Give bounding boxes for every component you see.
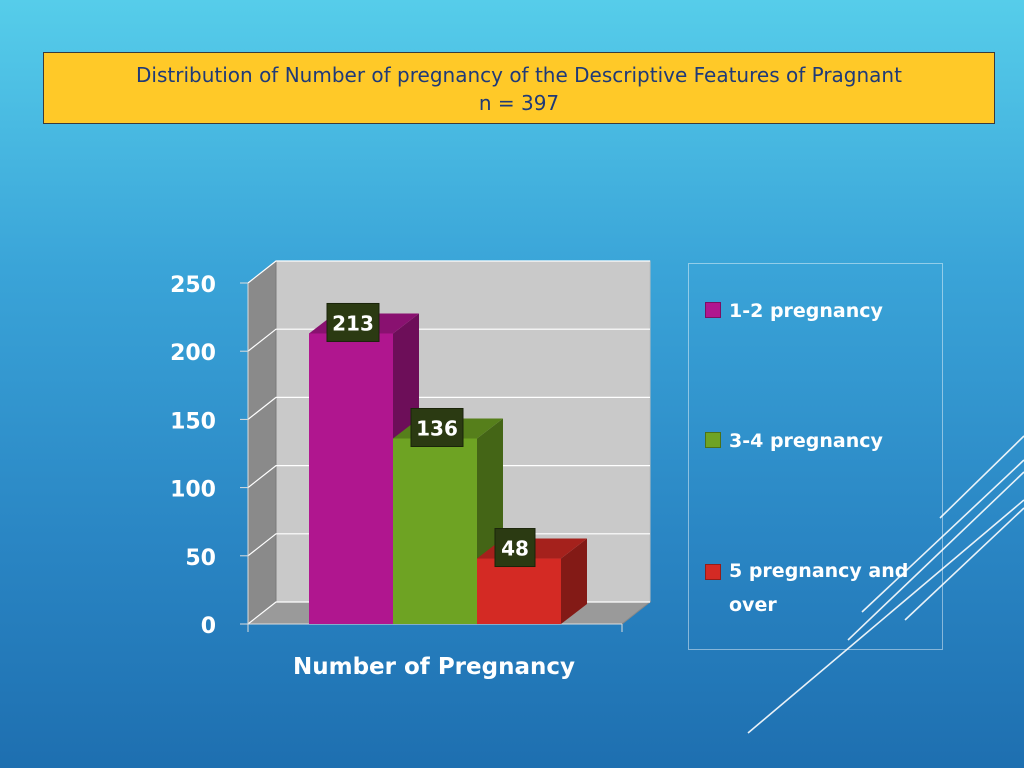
decorative-line xyxy=(904,507,1024,621)
data-label: 136 xyxy=(416,416,458,440)
data-label-box xyxy=(410,407,464,447)
bar-front xyxy=(477,558,561,624)
data-label-box xyxy=(326,302,380,342)
legend-label: 1-2 pregnancy xyxy=(729,300,883,322)
y-tick-label: 100 xyxy=(170,478,216,503)
slide-subtitle: n = 397 xyxy=(478,91,560,115)
gridline xyxy=(247,465,650,489)
y-tick-label: 250 xyxy=(170,273,216,298)
legend-swatch-3-4 xyxy=(705,432,721,448)
legend-swatch-5-plus xyxy=(705,564,721,580)
legend-label: 5 pregnancy and over xyxy=(729,560,909,616)
bar-3: 48 xyxy=(477,528,587,624)
legend-item-1-2: 1-2 pregnancy xyxy=(705,294,935,328)
gridline xyxy=(247,328,650,352)
chart-side-wall xyxy=(247,259,277,626)
bar-front xyxy=(393,438,477,624)
decorative-line xyxy=(861,459,1024,613)
data-label: 213 xyxy=(332,311,374,335)
gridline xyxy=(247,396,650,420)
data-label: 48 xyxy=(501,537,529,561)
y-tick-label: 200 xyxy=(170,341,216,366)
slide-title: Distribution of Number of pregnancy of t… xyxy=(136,63,902,87)
gridline xyxy=(247,260,650,284)
data-label-box xyxy=(494,528,536,568)
y-tick-label: 50 xyxy=(185,546,216,571)
bar-side xyxy=(561,538,587,624)
chart-legend: 1-2 pregnancy 3-4 pregnancy 5 pregnancy … xyxy=(688,263,943,650)
x-axis-label: Number of Pregnancy xyxy=(293,654,575,680)
decorative-line xyxy=(747,499,1024,734)
y-tick-label: 0 xyxy=(201,614,216,639)
decorative-line xyxy=(847,471,1024,641)
legend-label: 3-4 pregnancy xyxy=(729,430,883,452)
decorative-line xyxy=(939,435,1024,519)
bar-front xyxy=(309,333,393,624)
slide-title-box: Distribution of Number of pregnancy of t… xyxy=(43,52,995,124)
legend-swatch-1-2 xyxy=(705,302,721,318)
legend-item-3-4: 3-4 pregnancy xyxy=(705,424,935,458)
y-tick-label: 150 xyxy=(170,409,216,434)
legend-item-5-plus: 5 pregnancy and over xyxy=(705,554,935,622)
